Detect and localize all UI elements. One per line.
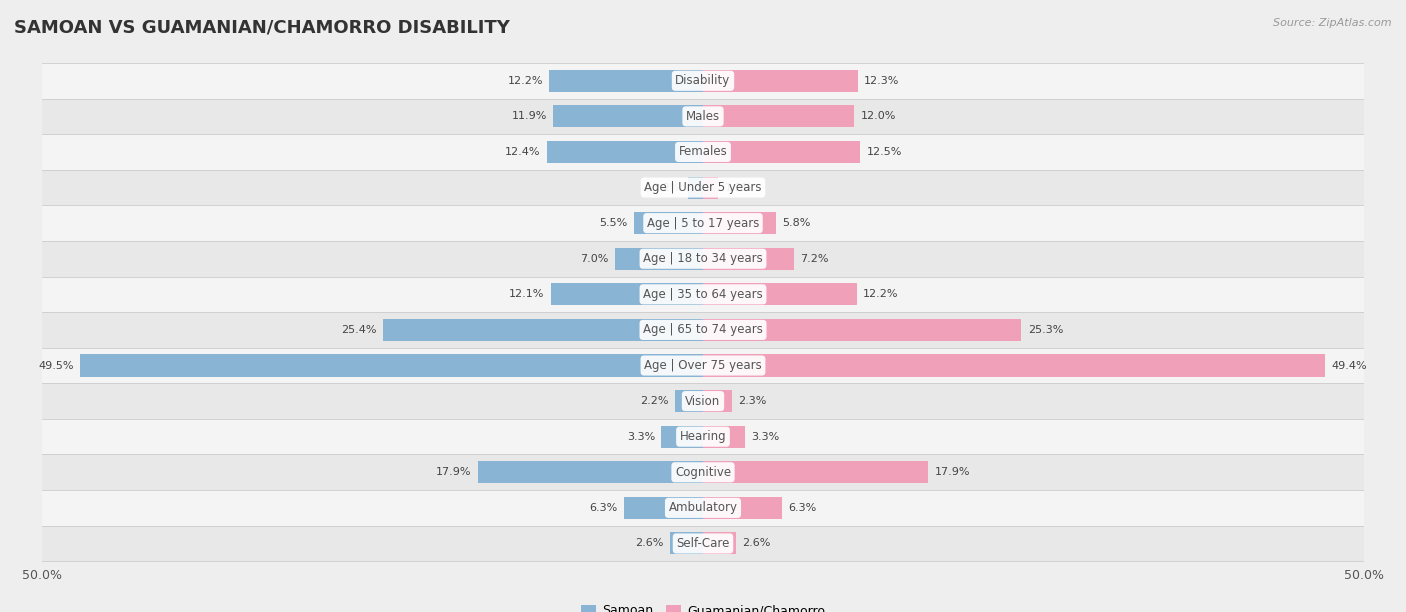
Bar xyxy=(42,348,1364,383)
Text: Ambulatory: Ambulatory xyxy=(668,501,738,514)
Text: 6.3%: 6.3% xyxy=(589,503,617,513)
Text: 25.3%: 25.3% xyxy=(1028,325,1063,335)
Legend: Samoan, Guamanian/Chamorro: Samoan, Guamanian/Chamorro xyxy=(576,599,830,612)
Text: 1.2%: 1.2% xyxy=(654,182,682,193)
Bar xyxy=(42,63,1364,99)
Bar xyxy=(42,419,1364,455)
Bar xyxy=(675,390,703,412)
Text: 3.3%: 3.3% xyxy=(627,431,655,442)
Bar xyxy=(553,105,703,127)
Bar xyxy=(703,532,735,554)
Bar xyxy=(703,390,733,412)
Bar xyxy=(703,70,858,92)
Bar xyxy=(688,176,703,198)
Bar xyxy=(703,283,856,305)
Bar xyxy=(703,105,853,127)
Bar xyxy=(624,497,703,519)
Bar xyxy=(547,141,703,163)
Bar xyxy=(42,277,1364,312)
Text: Age | 18 to 34 years: Age | 18 to 34 years xyxy=(643,252,763,265)
Text: 3.3%: 3.3% xyxy=(751,431,779,442)
Bar xyxy=(703,319,1021,341)
Text: 12.3%: 12.3% xyxy=(865,76,900,86)
Text: 12.1%: 12.1% xyxy=(509,289,544,299)
Bar xyxy=(384,319,703,341)
Text: Females: Females xyxy=(679,146,727,159)
Bar xyxy=(42,490,1364,526)
Bar xyxy=(614,248,703,270)
Text: Age | Under 5 years: Age | Under 5 years xyxy=(644,181,762,194)
Bar xyxy=(671,532,703,554)
Text: 1.2%: 1.2% xyxy=(724,182,752,193)
Text: 12.2%: 12.2% xyxy=(508,76,543,86)
Bar xyxy=(551,283,703,305)
Text: 7.2%: 7.2% xyxy=(800,254,828,264)
Bar xyxy=(703,248,793,270)
Text: Males: Males xyxy=(686,110,720,123)
Text: 2.2%: 2.2% xyxy=(641,396,669,406)
Text: 49.4%: 49.4% xyxy=(1331,360,1367,370)
Text: Age | 65 to 74 years: Age | 65 to 74 years xyxy=(643,323,763,337)
Bar xyxy=(703,176,718,198)
Text: Disability: Disability xyxy=(675,74,731,88)
Text: 6.3%: 6.3% xyxy=(789,503,817,513)
Text: SAMOAN VS GUAMANIAN/CHAMORRO DISABILITY: SAMOAN VS GUAMANIAN/CHAMORRO DISABILITY xyxy=(14,18,510,36)
Text: 11.9%: 11.9% xyxy=(512,111,547,121)
Text: 2.3%: 2.3% xyxy=(738,396,766,406)
Text: 49.5%: 49.5% xyxy=(38,360,73,370)
Text: Hearing: Hearing xyxy=(679,430,727,443)
Text: 7.0%: 7.0% xyxy=(581,254,609,264)
Bar xyxy=(42,170,1364,206)
Text: 12.5%: 12.5% xyxy=(866,147,903,157)
Text: 2.6%: 2.6% xyxy=(742,539,770,548)
Text: Age | 35 to 64 years: Age | 35 to 64 years xyxy=(643,288,763,301)
Text: 17.9%: 17.9% xyxy=(935,468,970,477)
Text: Age | 5 to 17 years: Age | 5 to 17 years xyxy=(647,217,759,230)
Text: 2.6%: 2.6% xyxy=(636,539,664,548)
Bar xyxy=(703,497,782,519)
Text: Cognitive: Cognitive xyxy=(675,466,731,479)
Text: Age | Over 75 years: Age | Over 75 years xyxy=(644,359,762,372)
Bar xyxy=(42,206,1364,241)
Text: 12.4%: 12.4% xyxy=(505,147,541,157)
Text: 5.8%: 5.8% xyxy=(782,218,811,228)
Bar xyxy=(703,461,928,483)
Bar xyxy=(42,312,1364,348)
Text: 25.4%: 25.4% xyxy=(342,325,377,335)
Text: 12.0%: 12.0% xyxy=(860,111,896,121)
Bar xyxy=(661,426,703,448)
Text: Source: ZipAtlas.com: Source: ZipAtlas.com xyxy=(1274,18,1392,28)
Bar xyxy=(634,212,703,234)
Text: Vision: Vision xyxy=(685,395,721,408)
Bar xyxy=(703,354,1324,376)
Bar xyxy=(703,426,745,448)
Text: 12.2%: 12.2% xyxy=(863,289,898,299)
Bar xyxy=(42,526,1364,561)
Bar xyxy=(703,212,776,234)
Bar xyxy=(703,141,860,163)
Bar xyxy=(550,70,703,92)
Bar xyxy=(42,383,1364,419)
Text: 17.9%: 17.9% xyxy=(436,468,471,477)
Text: 5.5%: 5.5% xyxy=(599,218,627,228)
Bar xyxy=(42,99,1364,134)
Bar xyxy=(478,461,703,483)
Bar xyxy=(42,134,1364,170)
Text: Self-Care: Self-Care xyxy=(676,537,730,550)
Bar xyxy=(42,241,1364,277)
Bar xyxy=(42,455,1364,490)
Bar xyxy=(80,354,703,376)
